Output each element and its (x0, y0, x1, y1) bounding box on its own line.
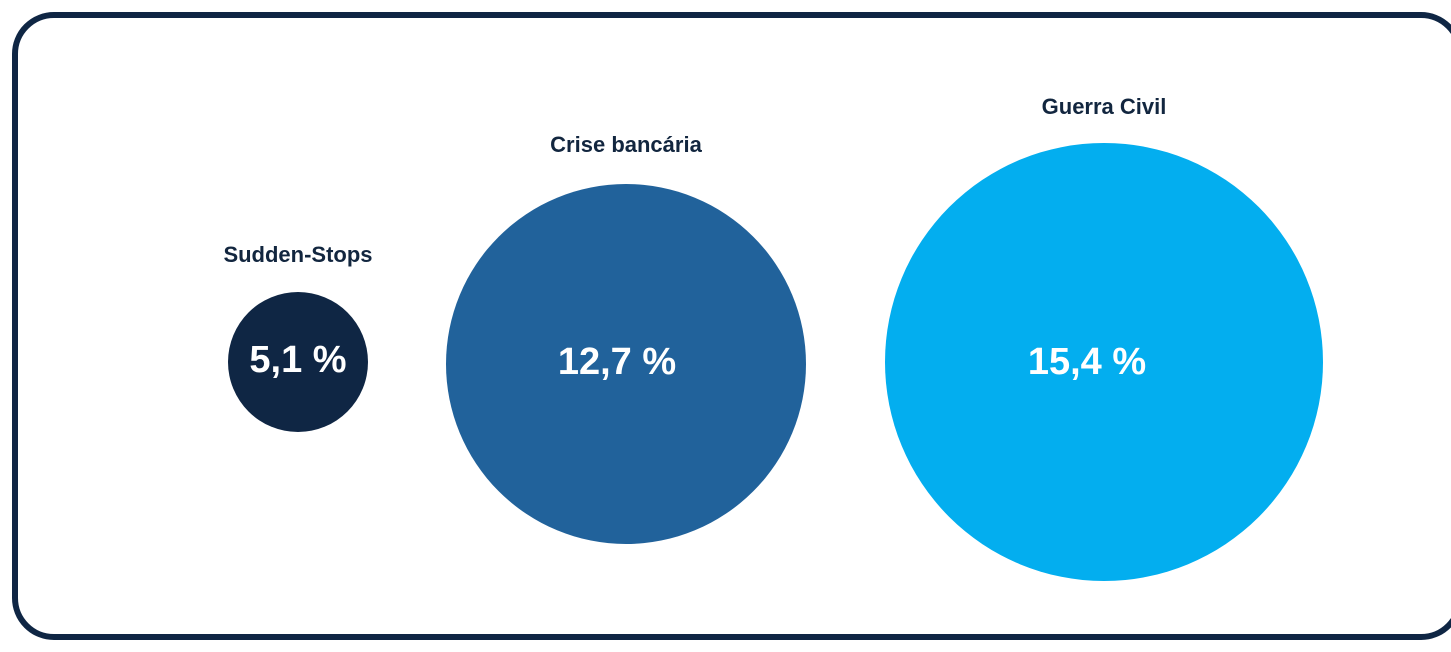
bubble-guerra-civil (885, 143, 1323, 581)
bubble-value-crise-bancaria: 12,7 % (558, 341, 676, 383)
bubble-group-crise-bancaria: Crise bancária 12,7 % (446, 132, 806, 544)
bubble-group-sudden-stops: Sudden-Stops 5,1 % (223, 242, 373, 432)
bubble-value-sudden-stops: 5,1 % (249, 339, 346, 381)
bubble-label-guerra-civil: Guerra Civil (1042, 94, 1167, 119)
bubble-group-guerra-civil: Guerra Civil 15,4 % (885, 94, 1323, 581)
bubble-label-crise-bancaria: Crise bancária (550, 132, 702, 157)
bubble-value-guerra-civil: 15,4 % (1028, 341, 1146, 383)
bubble-label-sudden-stops: Sudden-Stops (223, 242, 372, 267)
bubble-sudden-stops (228, 292, 368, 432)
bubble-crise-bancaria (446, 184, 806, 544)
